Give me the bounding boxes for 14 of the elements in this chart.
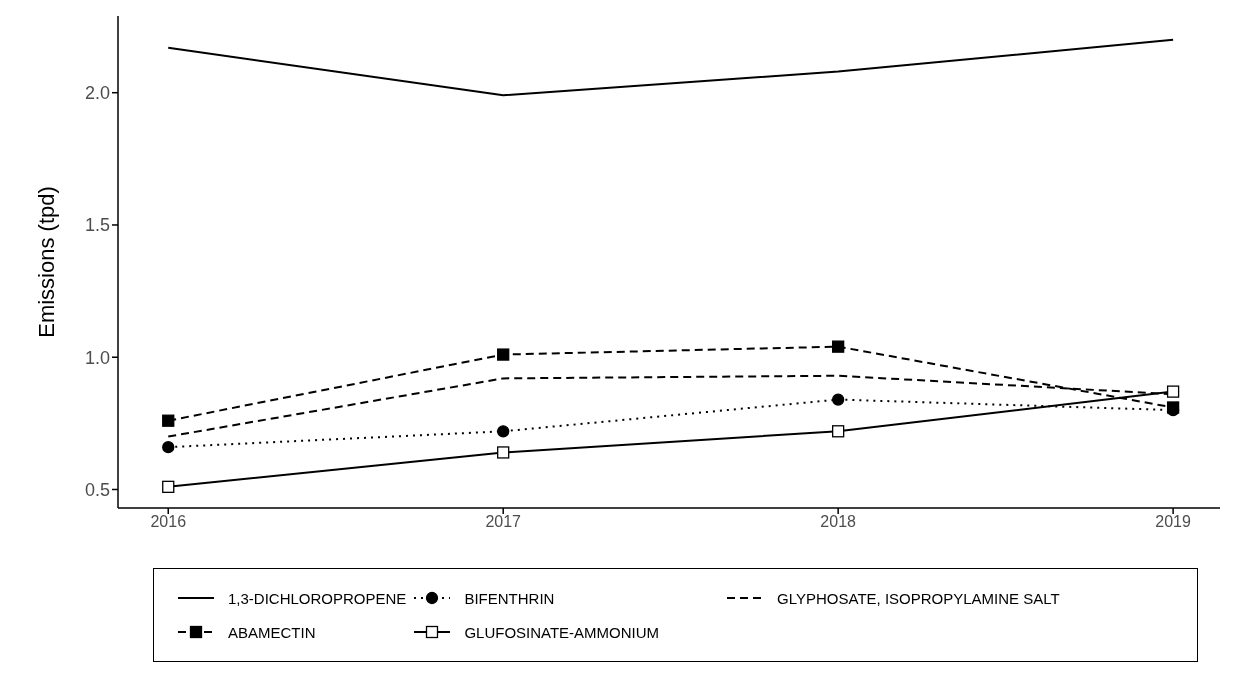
x-tick-label: 2017 [485, 513, 522, 531]
legend-label: 1,3-DICHLOROPROPENE [228, 589, 407, 607]
x-tick-label: 2018 [820, 513, 857, 531]
y-tick-label: 1.0 [84, 347, 110, 368]
y-axis-title: Emissions (tpd) [33, 186, 59, 338]
legend-label: GLYPHOSATE, ISOPROPYLAMINE SALT [777, 589, 1060, 607]
x-tick-label: 2016 [150, 513, 187, 531]
y-tick-label: 2.0 [84, 83, 110, 104]
y-tick-label: 0.5 [84, 479, 110, 500]
legend-label: GLUFOSINATE-AMMONIUM [464, 623, 660, 641]
y-tick-label: 1.5 [84, 215, 110, 236]
x-tick-label: 2019 [1155, 513, 1191, 531]
legend-label: ABAMECTIN [228, 623, 316, 641]
legend-label: BIFENTHRIN [464, 589, 555, 607]
